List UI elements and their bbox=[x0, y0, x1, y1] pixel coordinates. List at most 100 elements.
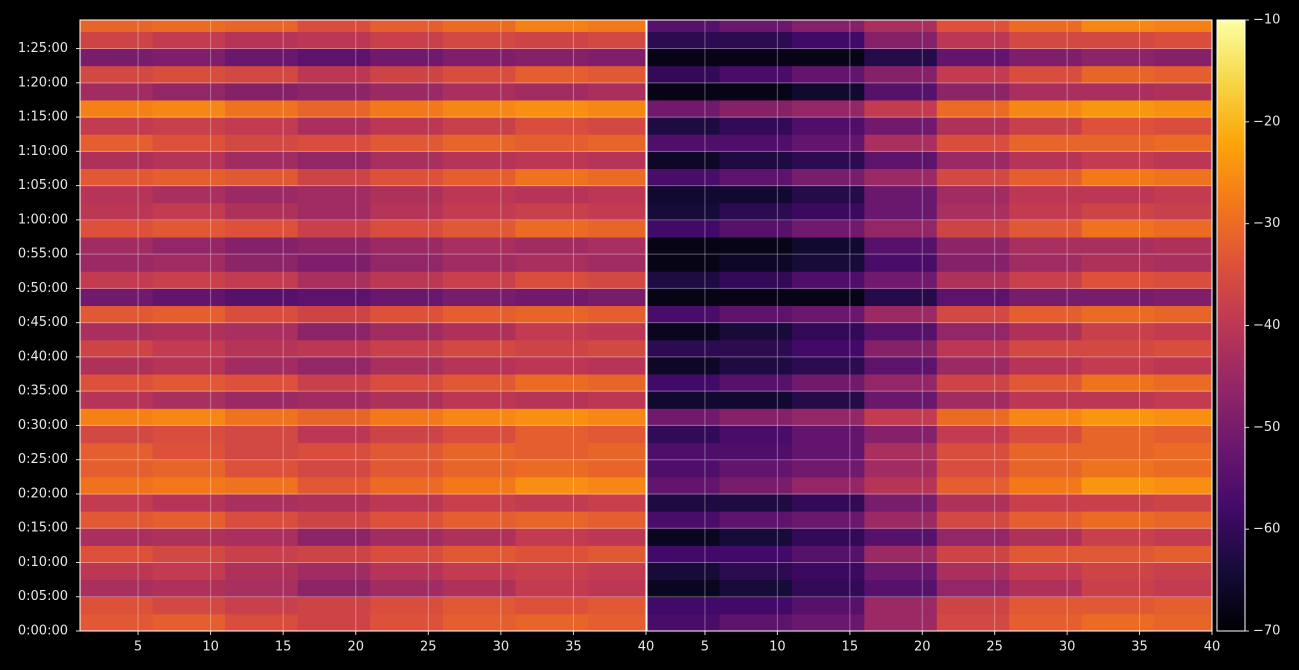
heatmap-cell bbox=[297, 579, 371, 598]
heatmap-cell bbox=[1154, 322, 1213, 341]
heatmap-cell bbox=[152, 202, 226, 221]
heatmap-cell bbox=[442, 31, 516, 50]
heatmap-cell bbox=[370, 236, 444, 255]
heatmap-cell bbox=[370, 459, 444, 478]
heatmap-cell bbox=[587, 288, 647, 307]
heatmap-cell bbox=[647, 442, 720, 461]
heatmap-cell bbox=[1154, 356, 1213, 375]
heatmap-cell bbox=[647, 254, 720, 272]
heatmap-cell bbox=[791, 391, 865, 409]
heatmap-cell bbox=[225, 185, 299, 204]
heatmap-cell bbox=[80, 356, 154, 375]
heatmap-panel bbox=[647, 20, 1213, 632]
heatmap-cell bbox=[647, 493, 720, 512]
heatmap-cell bbox=[515, 493, 589, 512]
heatmap-cell bbox=[1009, 117, 1083, 135]
heatmap-cell bbox=[647, 339, 720, 358]
panel-frame bbox=[646, 19, 1213, 632]
heatmap-cell bbox=[152, 31, 226, 50]
heatmap-cell bbox=[370, 82, 444, 101]
heatmap-cell bbox=[791, 425, 865, 444]
heatmap-cell bbox=[719, 511, 793, 529]
x-tick-label: 25 bbox=[420, 640, 437, 655]
heatmap-cell bbox=[647, 356, 720, 375]
heatmap-cell bbox=[1081, 596, 1155, 615]
heatmap-cell bbox=[864, 596, 938, 615]
x-tick-label: 10 bbox=[769, 640, 786, 655]
heatmap-cell bbox=[225, 528, 299, 546]
x-tick-label: 40 bbox=[1204, 640, 1221, 655]
heatmap-cell bbox=[225, 236, 299, 255]
y-tick-label: 0:35:00 bbox=[18, 384, 68, 399]
heatmap-cell bbox=[719, 562, 793, 581]
heatmap-cell bbox=[1009, 442, 1083, 461]
heatmap-cell bbox=[442, 408, 516, 426]
heatmap-cell bbox=[1081, 99, 1155, 118]
heatmap-cell bbox=[515, 202, 589, 221]
heatmap-cell bbox=[442, 151, 516, 169]
heatmap-cell bbox=[936, 99, 1010, 118]
heatmap-cell bbox=[442, 65, 516, 84]
heatmap-cell bbox=[442, 185, 516, 204]
heatmap-cell bbox=[1009, 48, 1083, 67]
heatmap-cell bbox=[152, 322, 226, 341]
heatmap-cell bbox=[225, 31, 299, 50]
heatmap-cell bbox=[587, 356, 647, 375]
heatmap-cell bbox=[719, 151, 793, 169]
heatmap-cell bbox=[1154, 391, 1213, 409]
heatmap-cell bbox=[80, 305, 154, 324]
heatmap-cell bbox=[1081, 356, 1155, 375]
heatmap-cell bbox=[442, 48, 516, 67]
heatmap-cell bbox=[1081, 425, 1155, 444]
heatmap-cell bbox=[1009, 356, 1083, 375]
heatmap-cell bbox=[152, 408, 226, 426]
heatmap-cell bbox=[864, 442, 938, 461]
heatmap-cell bbox=[647, 408, 720, 426]
heatmap-cell bbox=[442, 374, 516, 392]
heatmap-cell bbox=[864, 117, 938, 135]
heatmap-cell bbox=[370, 374, 444, 392]
heatmap-cell bbox=[297, 322, 371, 341]
heatmap-cell bbox=[370, 151, 444, 169]
heatmap-cell bbox=[936, 151, 1010, 169]
heatmap-cell bbox=[936, 65, 1010, 84]
heatmap-cell bbox=[515, 48, 589, 67]
heatmap-cell bbox=[152, 271, 226, 289]
heatmap-cell bbox=[1081, 168, 1155, 187]
heatmap-cell bbox=[297, 476, 371, 495]
heatmap-cell bbox=[152, 613, 226, 632]
heatmap-cell bbox=[1009, 493, 1083, 512]
heatmap-cell bbox=[587, 271, 647, 289]
heatmap-cell bbox=[80, 236, 154, 255]
heatmap-cell bbox=[936, 442, 1010, 461]
heatmap-cell bbox=[80, 185, 154, 204]
heatmap-cell bbox=[719, 236, 793, 255]
heatmap-cell bbox=[225, 202, 299, 221]
heatmap-cell bbox=[864, 408, 938, 426]
heatmap-cell bbox=[80, 408, 154, 426]
heatmap-cell bbox=[647, 202, 720, 221]
heatmap-panel bbox=[80, 20, 647, 632]
heatmap-cell bbox=[864, 322, 938, 341]
heatmap-cell bbox=[80, 202, 154, 221]
heatmap-cell bbox=[587, 82, 647, 101]
heatmap-cell bbox=[587, 185, 647, 204]
heatmap-cell bbox=[936, 82, 1010, 101]
heatmap-cell bbox=[864, 185, 938, 204]
heatmap-cell bbox=[587, 528, 647, 546]
heatmap-cell bbox=[587, 236, 647, 255]
heatmap-cell bbox=[1009, 579, 1083, 598]
heatmap-cell bbox=[791, 288, 865, 307]
heatmap-cell bbox=[587, 511, 647, 529]
heatmap-cell bbox=[791, 134, 865, 152]
heatmap-cell bbox=[370, 65, 444, 84]
heatmap-cell bbox=[297, 236, 371, 255]
heatmap-cell bbox=[936, 219, 1010, 238]
heatmap-cell bbox=[864, 219, 938, 238]
heatmap-cell bbox=[80, 219, 154, 238]
heatmap-cell bbox=[225, 356, 299, 375]
heatmap-cell bbox=[225, 476, 299, 495]
heatmap-cell bbox=[719, 596, 793, 615]
heatmap-cell bbox=[297, 99, 371, 118]
